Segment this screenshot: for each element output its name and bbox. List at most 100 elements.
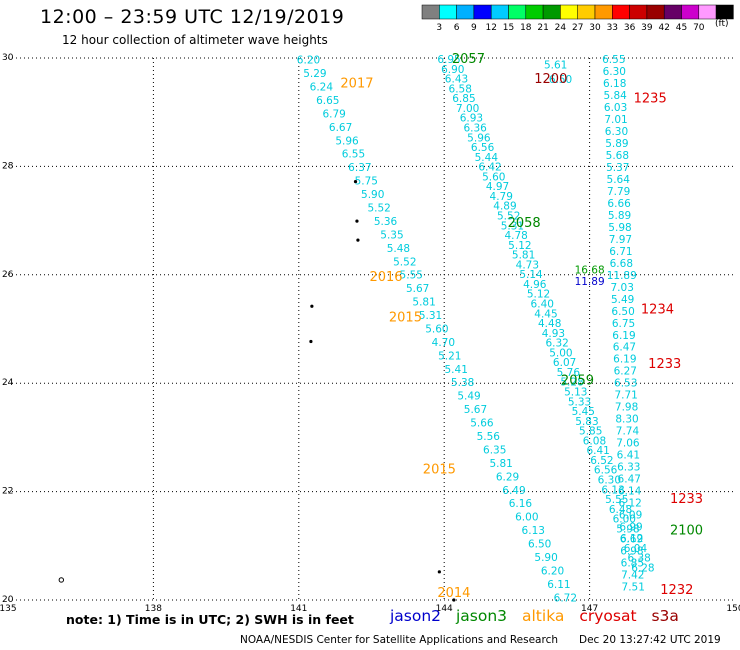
swh-value: 5.68 (606, 150, 629, 162)
swh-value: 6.08 (583, 435, 606, 447)
swh-value: 4.96 (523, 279, 547, 291)
swh-value: 7.97 (609, 234, 632, 246)
swh-value: 6.00 (515, 512, 538, 524)
swh-value: 6.12 (620, 533, 643, 545)
colorbar: 3 6 9 12 15 18 21 24 27 30 33 36 39 42 45 70 (421, 4, 734, 33)
swh-value: 6.30 (605, 126, 628, 138)
swh-value: 5.90 (534, 552, 557, 564)
swh-value: 6.53 (614, 378, 637, 390)
swh-value: 6.00 (613, 514, 636, 526)
colorbar-label: 18 (520, 23, 532, 33)
swh-value: 6.13 (522, 525, 545, 537)
swh-value: 6.19 (612, 330, 635, 342)
swh-value: 5.66 (470, 418, 494, 430)
colorbar-label: 30 (589, 23, 601, 33)
swh-value: 7.74 (616, 426, 640, 438)
colorbar-swatch (439, 4, 457, 20)
map-title: 12:00 – 23:59 UTC 12/19/2019 (40, 6, 345, 28)
swh-value: 6.40 (531, 299, 554, 311)
colorbar-swatch (612, 4, 630, 20)
swh-value: 7.00 (456, 103, 479, 115)
swh-value: 5.55 (605, 494, 628, 506)
legend-altika: altika (522, 607, 565, 625)
swh-value: 5.52 (497, 211, 520, 223)
colorbar-units: (ft) (715, 19, 729, 29)
swh-value: 6.03 (604, 102, 627, 114)
swh-value: 6.36 (463, 123, 487, 135)
colorbar-swatch (456, 4, 475, 20)
swh-value: 6.85 (621, 557, 644, 569)
swh-value: 6.30 (603, 66, 626, 78)
swh-value: 5.81 (512, 250, 535, 262)
pass-time-label: 1235 (634, 92, 667, 107)
swh-value: 6.14 (618, 486, 642, 498)
swh-value: 6.28 (631, 562, 654, 574)
swh-value: 5.64 (607, 174, 631, 186)
x-tick-label: 150 (726, 604, 740, 614)
colorbar-label: 70 (693, 23, 705, 33)
pass-time-label: 1233 (670, 492, 703, 507)
footer-timestamp: Dec 20 13:27:42 UTC 2019 (579, 634, 721, 646)
swh-value: 5.31 (419, 310, 442, 322)
swh-value: 6.33 (617, 462, 640, 474)
swh-value: 6.27 (614, 366, 637, 378)
swh-value: 5.76 (557, 367, 581, 379)
y-tick-label: 20 (2, 595, 14, 605)
swh-value: 5.81 (412, 297, 435, 309)
swh-value: 6.71 (609, 246, 632, 258)
swh-value: 5.12 (508, 240, 531, 252)
swh-value: 5.56 (477, 431, 501, 443)
swh-value: 6.09 (619, 510, 642, 522)
swh-value: 5.28 (560, 377, 583, 389)
swh-value: 6.90 (441, 64, 464, 76)
swh-value: 5.37 (606, 162, 629, 174)
swh-value: 6.65 (316, 95, 339, 107)
swh-value: 6.75 (612, 318, 635, 330)
colorbar-label: 3 (436, 23, 442, 33)
swh-value: 6.12 (618, 498, 641, 510)
swh-value: 6.47 (613, 342, 636, 354)
island-marker (353, 179, 358, 184)
swh-value: 6.41 (617, 450, 640, 462)
swh-value: 6.16 (509, 498, 533, 510)
swh-value: 6.67 (329, 122, 352, 134)
swh-value: 5.21 (438, 350, 461, 362)
swh-value: 6.43 (445, 74, 468, 86)
legend-s3a: s3a (651, 607, 679, 625)
swh-value: 6.49 (502, 485, 525, 497)
swh-value: 6.93 (460, 113, 483, 125)
pass-time-label: 2015 (389, 311, 422, 326)
track-values: 6.205.296.246.656.796.675.966.556.375.75… (297, 54, 655, 604)
colorbar-label: 45 (676, 23, 687, 33)
swh-value: 6.68 (610, 258, 633, 270)
colorbar-swatch (560, 4, 578, 20)
swh-value: 6.56 (594, 465, 618, 477)
swh-value: 6.13 (601, 484, 624, 496)
swh-value: 7.71 (614, 390, 637, 402)
swh-value: 6.20 (297, 55, 320, 67)
island-marker (452, 598, 456, 602)
x-tick-label: 135 (0, 604, 17, 614)
swh-value: 5.89 (605, 138, 628, 150)
island-marker (310, 304, 314, 308)
swh-value: 5.13 (564, 386, 587, 398)
pass-time-label: 1233 (648, 357, 681, 372)
swh-value: 6.98 (620, 545, 643, 557)
pass-time-label: 2016 (369, 270, 402, 285)
swh-value: 6.85 (452, 93, 475, 105)
swh-value: 6.69 (620, 534, 643, 546)
swh-value: 5.98 (616, 523, 639, 535)
pass-time-label: 2058 (508, 216, 541, 231)
swh-value: 6.47 (618, 474, 641, 486)
colorbar-label: 21 (537, 23, 548, 33)
swh-value: 6.52 (590, 455, 613, 467)
swh-value: 5.29 (303, 68, 326, 80)
swh-value: 5.67 (406, 283, 429, 295)
swh-value: 6.50 (549, 74, 572, 86)
pass-time-label: 2059 (561, 373, 594, 388)
swh-value: 6.56 (471, 142, 495, 154)
swh-value: 6.38 (627, 553, 650, 565)
colorbar-label: 33 (607, 23, 618, 33)
y-tick-label: 30 (2, 53, 14, 63)
island-marker (356, 238, 360, 242)
